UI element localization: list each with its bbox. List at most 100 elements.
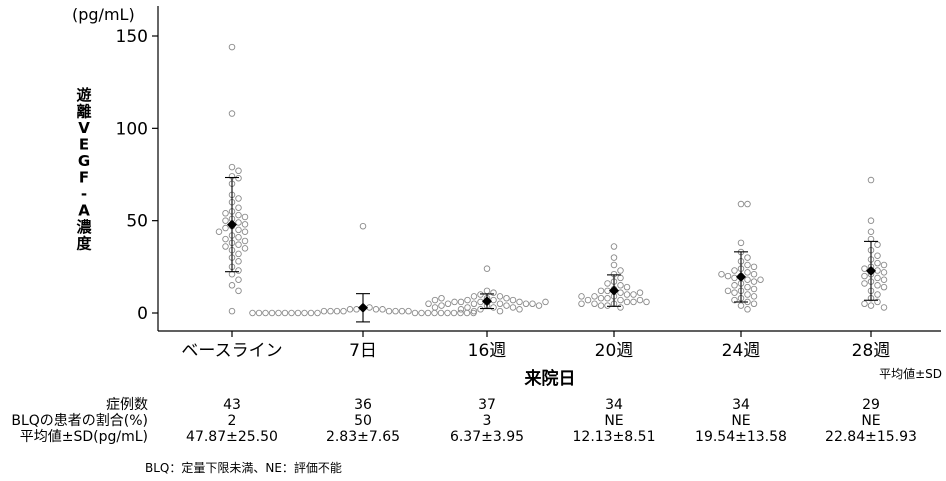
- y-tick-label: 100: [116, 119, 148, 139]
- data-point: [483, 265, 491, 272]
- data-point: [228, 307, 236, 315]
- data-point: [222, 210, 229, 217]
- table-cell: 22.84±15.93: [825, 429, 917, 445]
- data-point: [477, 306, 484, 313]
- data-point: [874, 274, 881, 282]
- data-point: [241, 237, 249, 245]
- data-point: [222, 243, 229, 250]
- data-point: [353, 306, 360, 313]
- data-point: [228, 163, 236, 171]
- data-point: [294, 309, 302, 317]
- data-point: [405, 307, 412, 315]
- table-cell: 37: [478, 397, 496, 413]
- data-point: [861, 265, 868, 272]
- y-tick-label: 50: [126, 212, 148, 232]
- data-point: [880, 269, 888, 276]
- data-point: [235, 276, 242, 284]
- data-point: [610, 261, 618, 269]
- data-point: [451, 298, 458, 306]
- data-point: [861, 272, 868, 280]
- data-point: [578, 300, 585, 308]
- data-point: [392, 307, 399, 315]
- data-point: [470, 307, 478, 315]
- data-point: [215, 228, 223, 235]
- axes: [157, 6, 941, 332]
- table-cell: 50: [354, 413, 372, 429]
- data-point: [744, 306, 751, 313]
- data-point: [861, 280, 868, 287]
- data-point: [228, 270, 236, 278]
- table-cell: 34: [732, 397, 750, 413]
- data-point: [610, 254, 618, 261]
- x-tick-label: 16週: [468, 341, 507, 361]
- data-point: [744, 261, 751, 269]
- data-point: [516, 306, 523, 313]
- data-point: [444, 309, 451, 317]
- data-point: [584, 296, 592, 304]
- y-tick-label: 150: [116, 27, 148, 47]
- y-axis-label: 遊離 V E G F -A 濃度: [76, 86, 92, 253]
- data-point: [281, 309, 289, 317]
- data-point: [874, 252, 881, 260]
- data-point: [724, 272, 732, 280]
- data-point: [744, 254, 751, 261]
- data-point: [438, 294, 445, 302]
- data-point: [503, 302, 510, 309]
- x-tick-label: 20週: [595, 341, 634, 361]
- data-point: [604, 280, 611, 287]
- table-cell: NE: [731, 413, 750, 429]
- data-point: [425, 300, 432, 308]
- data-point: [542, 298, 549, 306]
- data-point: [617, 304, 624, 311]
- x-tick-label: 7日: [349, 341, 377, 361]
- data-point: [597, 287, 605, 295]
- data-point: [228, 282, 236, 289]
- data-point: [379, 306, 386, 313]
- data-point: [861, 300, 868, 308]
- data-point: [320, 307, 328, 315]
- data-point: [724, 287, 732, 295]
- mean-marker: [866, 265, 876, 276]
- table-cell: NE: [604, 413, 623, 429]
- data-point: [470, 293, 478, 300]
- data-point: [610, 243, 618, 250]
- data-point: [737, 200, 745, 208]
- data-point: [731, 267, 738, 274]
- data-point: [509, 304, 517, 311]
- data-point: [874, 241, 881, 248]
- data-point: [262, 309, 269, 317]
- table-row-label: 症例数: [106, 397, 148, 413]
- error-bars: [225, 176, 878, 323]
- data-point: [418, 309, 425, 317]
- table-cell: 6.37±3.95: [450, 429, 524, 445]
- data-point: [591, 300, 598, 308]
- data-point: [340, 307, 347, 315]
- table-cell: 43: [223, 397, 241, 413]
- data-point: [490, 289, 497, 296]
- data-point: [235, 219, 242, 226]
- data-point: [636, 296, 644, 304]
- data-point: [359, 222, 367, 230]
- data-point: [750, 285, 758, 293]
- data-point: [372, 306, 380, 313]
- data-point: [431, 296, 439, 304]
- data-point: [617, 274, 624, 282]
- data-point: [509, 296, 517, 304]
- data-point: [731, 289, 738, 296]
- data-point: [235, 167, 242, 175]
- data-point: [235, 234, 242, 241]
- data-point: [457, 306, 465, 313]
- x-tick-labels: ベースライン 7日 16週 20週 24週 28週: [181, 331, 890, 361]
- x-tick-label: 28週: [852, 341, 891, 361]
- x-tick-label: 24週: [722, 341, 761, 361]
- table-cell: 19.54±13.58: [695, 429, 787, 445]
- table-cell: 12.13±8.51: [573, 429, 656, 445]
- table-row-label: 平均値±SD(pg/mL): [20, 429, 148, 445]
- data-point: [623, 298, 631, 306]
- data-point: [867, 217, 875, 224]
- data-point: [327, 307, 334, 315]
- data-point: [880, 304, 888, 311]
- data-point: [604, 294, 611, 302]
- table-cell: 34: [605, 397, 623, 413]
- data-point: [597, 294, 605, 302]
